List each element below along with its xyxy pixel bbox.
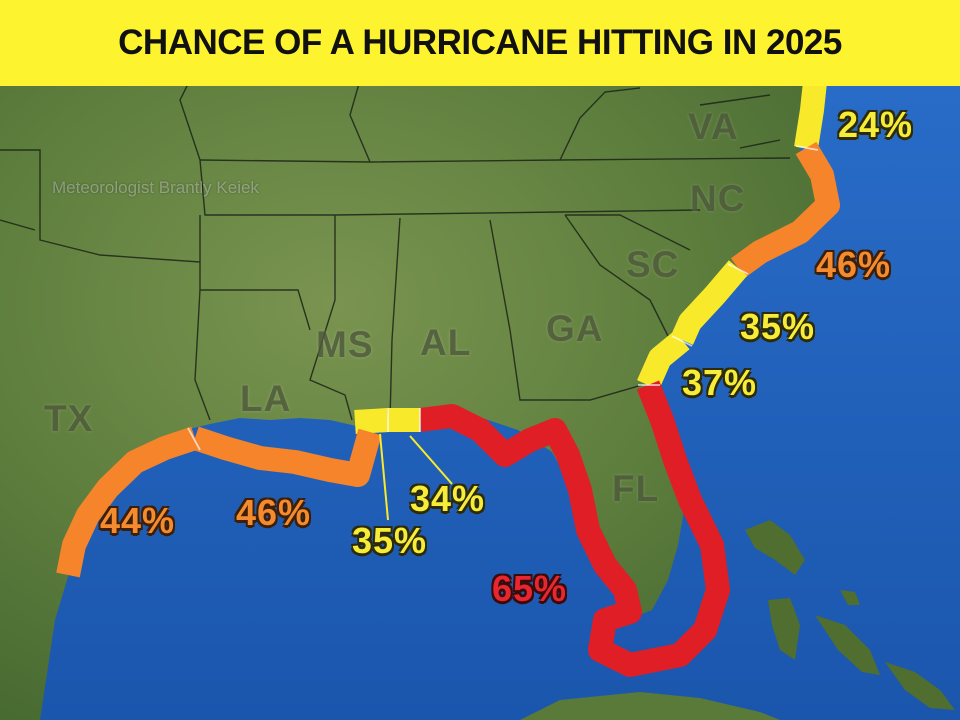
land-mainland [0, 80, 832, 720]
chance-label-fl: 65% [492, 568, 568, 609]
state-label-ms: MS [316, 324, 374, 365]
segment-nc [730, 141, 840, 278]
chance-label-la: 46% [236, 492, 312, 533]
coast-risk-segments [56, 80, 840, 677]
chance-label-ms: 35% [352, 520, 428, 561]
island-bahamas-1 [745, 520, 805, 575]
state-label-fl: FL [612, 468, 660, 509]
segment-va [794, 80, 827, 150]
segment-la [191, 426, 382, 487]
segment-ga [637, 330, 690, 390]
state-label-al: AL [420, 322, 472, 363]
state-label-la: LA [240, 378, 292, 419]
chance-label-va: 24% [838, 104, 914, 145]
state-label-sc: SC [626, 244, 680, 285]
land-mexico-south [520, 692, 780, 720]
chance-label-ga: 37% [682, 362, 758, 403]
segment-ms [354, 408, 389, 434]
title-banner: CHANCE OF A HURRICANE HITTING IN 2025 [0, 0, 960, 86]
segment-fl [418, 380, 730, 677]
chance-label-tx: 44% [100, 500, 176, 541]
island-bahamas-2 [768, 598, 800, 660]
island-bahamas-5 [840, 590, 860, 605]
segment-sc [671, 260, 748, 345]
segment-dividers [187, 145, 819, 451]
label-leader-lines [379, 433, 453, 521]
state-label-ga: GA [546, 308, 604, 349]
chance-label-al: 34% [410, 478, 486, 519]
state-borders [0, 79, 791, 426]
island-bahamas-3 [815, 615, 880, 675]
islands [745, 520, 955, 710]
state-label-nc: NC [690, 178, 746, 219]
state-label-va: VA [688, 106, 739, 147]
chance-label-sc: 35% [740, 306, 816, 347]
chance-label-nc: 46% [816, 244, 892, 285]
state-label-tx: TX [44, 398, 94, 439]
page-title: CHANCE OF A HURRICANE HITTING IN 2025 [118, 23, 842, 62]
segment-tx [56, 426, 199, 578]
island-bahamas-4 [885, 662, 955, 710]
watermark-credit: Meteorologist Brantly Keiek [52, 178, 259, 197]
